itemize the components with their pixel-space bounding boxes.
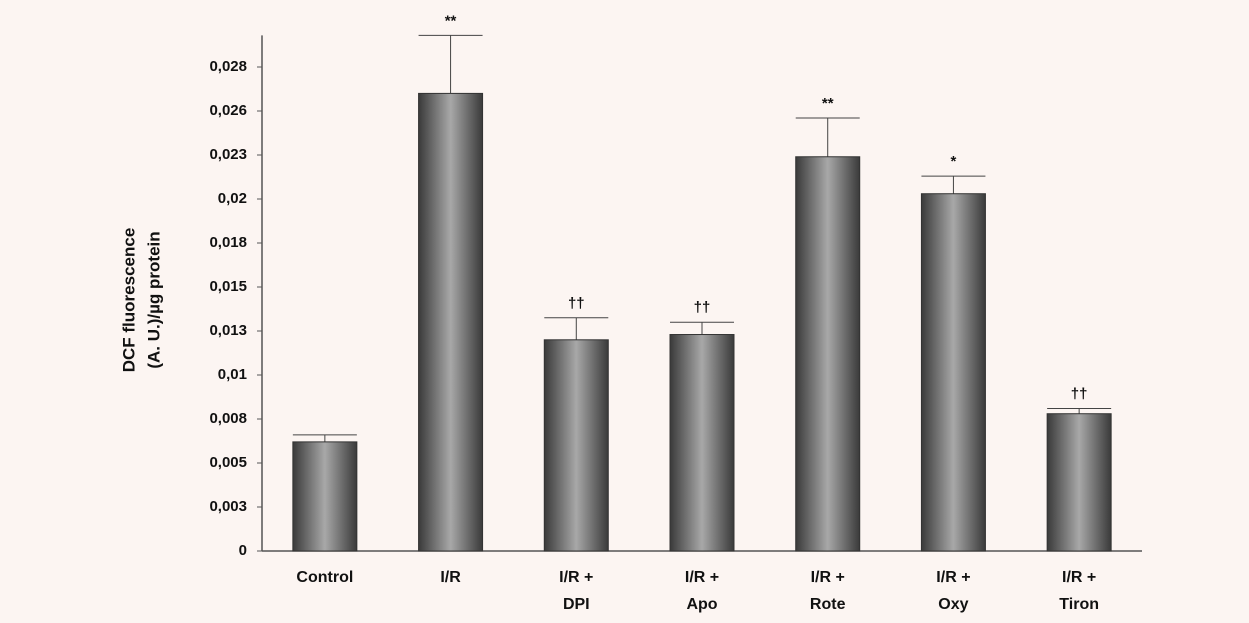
- annotation: **: [822, 95, 834, 112]
- annotation: ††: [568, 295, 585, 312]
- y-tick-label: 0,013: [209, 322, 247, 339]
- y-tick-label: 0,008: [209, 410, 247, 427]
- bar: [292, 441, 358, 552]
- x-tick-label: Tiron: [1059, 596, 1099, 613]
- annotation: ††: [1071, 385, 1088, 402]
- x-tick-label: I/R +: [936, 569, 970, 586]
- annotation: *: [951, 153, 957, 170]
- annotation: ††: [694, 299, 711, 316]
- y-tick-label: 0,023: [209, 146, 247, 163]
- annotation: **: [445, 12, 457, 29]
- y-tick-label: 0,005: [209, 454, 247, 471]
- bar: [543, 339, 609, 552]
- bar: [418, 92, 484, 552]
- y-tick-label: 0,028: [209, 58, 247, 75]
- y-axis-label: DCF fluorescence: [119, 228, 138, 373]
- x-tick-label: I/R +: [1062, 569, 1096, 586]
- y-tick-label: 0,02: [218, 190, 247, 207]
- y-tick-label: 0,026: [209, 102, 247, 119]
- x-tick-label: Rote: [810, 596, 846, 613]
- bar: [920, 193, 986, 552]
- x-tick-label: I/R +: [685, 569, 719, 586]
- y-tick-label: 0,003: [209, 498, 247, 515]
- x-tick-label: Control: [296, 569, 353, 586]
- y-tick-label: 0,018: [209, 234, 247, 251]
- x-tick-label: DPI: [563, 596, 590, 613]
- x-tick-label: I/R +: [559, 569, 593, 586]
- x-tick-label: I/R: [440, 569, 461, 586]
- bar: [1046, 413, 1112, 552]
- x-tick-label: Apo: [686, 596, 717, 613]
- y-tick-label: 0: [239, 542, 247, 559]
- x-tick-label: I/R +: [811, 569, 845, 586]
- bar: [795, 156, 861, 552]
- y-tick-label: 0,01: [218, 366, 247, 383]
- bar: [669, 334, 735, 552]
- y-tick-label: 0,015: [209, 278, 247, 295]
- x-tick-label: Oxy: [938, 596, 968, 613]
- y-axis-label: (A. U.)/µg protein: [144, 231, 163, 368]
